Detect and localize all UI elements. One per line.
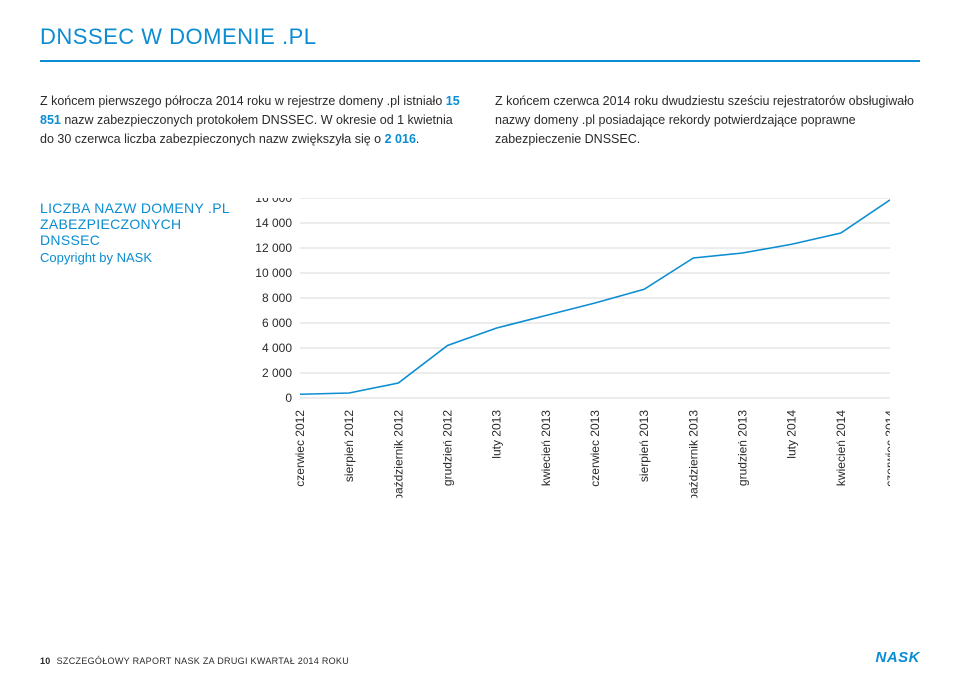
svg-text:grudzień 2013: grudzień 2013 — [736, 410, 750, 486]
footer: 10 SZCZEGÓŁOWY RAPORT NASK ZA DRUGI KWART… — [40, 649, 920, 666]
chart-label-line1: LICZBA NAZW DOMENY .PL — [40, 200, 230, 216]
body-text: Z końcem pierwszego półrocza 2014 roku w… — [0, 62, 960, 148]
svg-text:kwiecień 2014: kwiecień 2014 — [834, 410, 848, 486]
svg-text:październik 2012: październik 2012 — [391, 410, 405, 498]
svg-text:6 000: 6 000 — [262, 316, 292, 330]
p-left-tail: . — [416, 132, 419, 146]
svg-text:luty 2013: luty 2013 — [490, 410, 504, 459]
paragraph-right: Z końcem czerwca 2014 roku dwudziestu sz… — [495, 92, 920, 148]
paragraph-left: Z końcem pierwszego półrocza 2014 roku w… — [40, 92, 465, 148]
svg-text:grudzień 2012: grudzień 2012 — [441, 410, 455, 486]
svg-text:czerwiec 2013: czerwiec 2013 — [588, 410, 602, 487]
p-left-bold2: 2 016 — [385, 132, 416, 146]
svg-text:0: 0 — [285, 391, 292, 405]
svg-text:10 000: 10 000 — [255, 266, 292, 280]
svg-text:sierpień 2012: sierpień 2012 — [342, 410, 356, 482]
svg-text:8 000: 8 000 — [262, 291, 292, 305]
brand-logo: NASK — [875, 649, 920, 666]
svg-text:czerwiec 2014: czerwiec 2014 — [883, 410, 890, 487]
svg-text:luty 2014: luty 2014 — [785, 410, 799, 459]
chart-copyright: Copyright by NASK — [40, 250, 230, 265]
footer-page: 10 — [40, 656, 51, 666]
chart-svg: 0 2 000 4 000 6 000 8 000 10 000 12 000 14 000 1… — [240, 198, 890, 498]
svg-text:4 000: 4 000 — [262, 341, 292, 355]
page-title: DNSSEC W DOMENIE .PL — [40, 24, 920, 50]
chart-label-line2: ZABEZPIECZONYCH DNSSEC — [40, 216, 230, 248]
chart-label: LICZBA NAZW DOMENY .PL ZABEZPIECZONYCH D… — [40, 198, 230, 498]
svg-text:2 000: 2 000 — [262, 366, 292, 380]
footer-text: 10 SZCZEGÓŁOWY RAPORT NASK ZA DRUGI KWART… — [40, 656, 349, 666]
svg-text:sierpień 2013: sierpień 2013 — [637, 410, 651, 482]
svg-text:14 000: 14 000 — [255, 216, 292, 230]
svg-text:czerwiec 2012: czerwiec 2012 — [293, 410, 307, 487]
svg-text:16 000: 16 000 — [255, 198, 292, 205]
svg-text:październik 2013: październik 2013 — [686, 410, 700, 498]
svg-text:kwiecień 2013: kwiecień 2013 — [539, 410, 553, 486]
svg-text:12 000: 12 000 — [255, 241, 292, 255]
line-chart: 0 2 000 4 000 6 000 8 000 10 000 12 000 14 000 1… — [240, 198, 920, 498]
p-left-pre: Z końcem pierwszego półrocza 2014 roku w… — [40, 94, 446, 108]
footer-caption: SZCZEGÓŁOWY RAPORT NASK ZA DRUGI KWARTAŁ… — [57, 656, 349, 666]
